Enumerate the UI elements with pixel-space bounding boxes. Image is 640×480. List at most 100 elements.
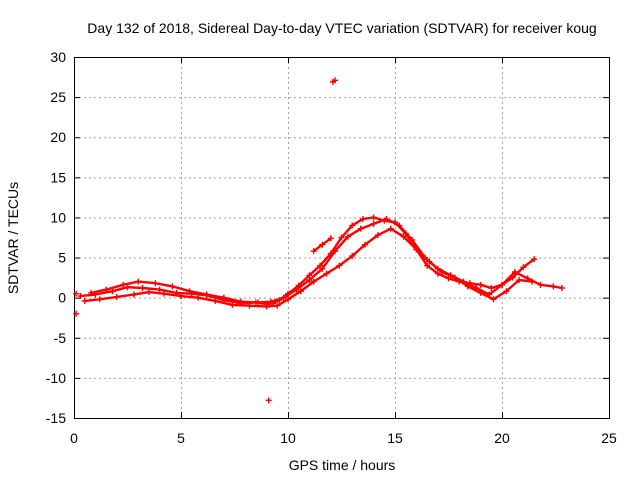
data-point (169, 283, 176, 290)
data-point (383, 216, 390, 223)
data-point (285, 296, 291, 303)
data-point (421, 254, 428, 261)
data-point (488, 285, 495, 292)
data-point (103, 286, 110, 293)
data-point (109, 288, 116, 295)
data-point (120, 281, 127, 288)
data-point (160, 290, 167, 297)
data-point (531, 256, 538, 263)
y-tick-label: 20 (50, 129, 66, 145)
y-tick-label: 30 (50, 49, 66, 65)
data-point (370, 220, 377, 227)
data-point (220, 294, 227, 301)
data-point (186, 288, 193, 295)
data-point (520, 264, 527, 271)
data-point (310, 248, 317, 255)
data-point (503, 288, 510, 295)
data-point (310, 278, 317, 285)
y-tick-label: 25 (50, 89, 66, 105)
data-point (362, 241, 369, 248)
data-point (338, 234, 345, 241)
data-point (139, 285, 146, 292)
data-point (88, 289, 95, 296)
data-point (490, 296, 497, 303)
x-axis-label: GPS time / hours (289, 457, 396, 473)
data-points (73, 77, 339, 404)
x-tick-label: 0 (70, 430, 78, 446)
data-point (96, 296, 103, 303)
y-tick-label: -15 (46, 410, 66, 426)
y-tick-label: -10 (46, 370, 66, 386)
data-point (550, 283, 557, 290)
data-point (280, 294, 287, 301)
data-point (274, 302, 281, 309)
data-point (558, 285, 565, 292)
data-point (229, 301, 236, 308)
data-point (370, 214, 377, 221)
data-point (113, 293, 120, 300)
data-point (516, 277, 523, 284)
data-point (212, 297, 219, 304)
data-point (499, 281, 505, 288)
data-point (156, 286, 163, 293)
data-point (306, 277, 313, 284)
data-point (477, 281, 484, 288)
data-point (400, 233, 407, 240)
data-point (317, 262, 324, 269)
data-point (135, 278, 142, 285)
data-point (237, 298, 244, 305)
chart-title: Day 132 of 2018, Sidereal Day-to-day VTE… (87, 20, 596, 36)
data-point (195, 294, 202, 301)
data-point (263, 303, 270, 310)
data-point (511, 268, 518, 275)
axis-ticks: 0 5 10 15 20 25 -15 -10 -5 0 5 10 15 20 25 30 (46, 49, 617, 446)
data-point (81, 297, 88, 304)
data-point (124, 284, 131, 291)
x-tick-label: 10 (280, 430, 296, 446)
data-point (319, 241, 326, 248)
outlier-point (332, 77, 339, 84)
data-point (486, 291, 493, 298)
data-series (77, 214, 565, 310)
data-point (409, 236, 416, 243)
x-tick-label: 25 (601, 430, 617, 446)
data-point (537, 281, 544, 288)
data-point (255, 299, 262, 306)
y-tick-label: 5 (58, 250, 66, 266)
data-point (203, 291, 210, 298)
data-point (152, 280, 159, 287)
data-point (445, 275, 452, 282)
data-point (396, 222, 403, 229)
data-point (336, 262, 343, 269)
data-point (246, 302, 253, 309)
data-point (387, 225, 394, 232)
x-tick-label: 15 (387, 430, 403, 446)
grid (74, 57, 609, 418)
data-point (344, 233, 351, 240)
data-point (145, 289, 152, 296)
data-point (524, 275, 531, 282)
data-point (357, 225, 364, 232)
outlier-point (73, 310, 80, 317)
data-point (77, 293, 84, 300)
plot-frame (74, 57, 610, 419)
y-tick-label: 15 (50, 169, 66, 185)
data-point (473, 285, 480, 292)
data-point (332, 248, 339, 255)
y-tick-label: 0 (58, 290, 66, 306)
data-point (434, 265, 441, 272)
data-point (130, 291, 137, 298)
data-point (424, 262, 431, 269)
data-point (178, 293, 184, 300)
y-axis-label: SDTVAR / TECUs (5, 182, 21, 294)
data-point (323, 270, 330, 277)
data-point (267, 298, 274, 305)
data-point (349, 222, 356, 229)
data-point (297, 288, 304, 295)
y-tick-label: 10 (50, 209, 66, 225)
x-tick-label: 5 (177, 430, 185, 446)
y-tick-label: -5 (54, 330, 67, 346)
data-point (293, 286, 300, 293)
data-point (374, 232, 381, 239)
